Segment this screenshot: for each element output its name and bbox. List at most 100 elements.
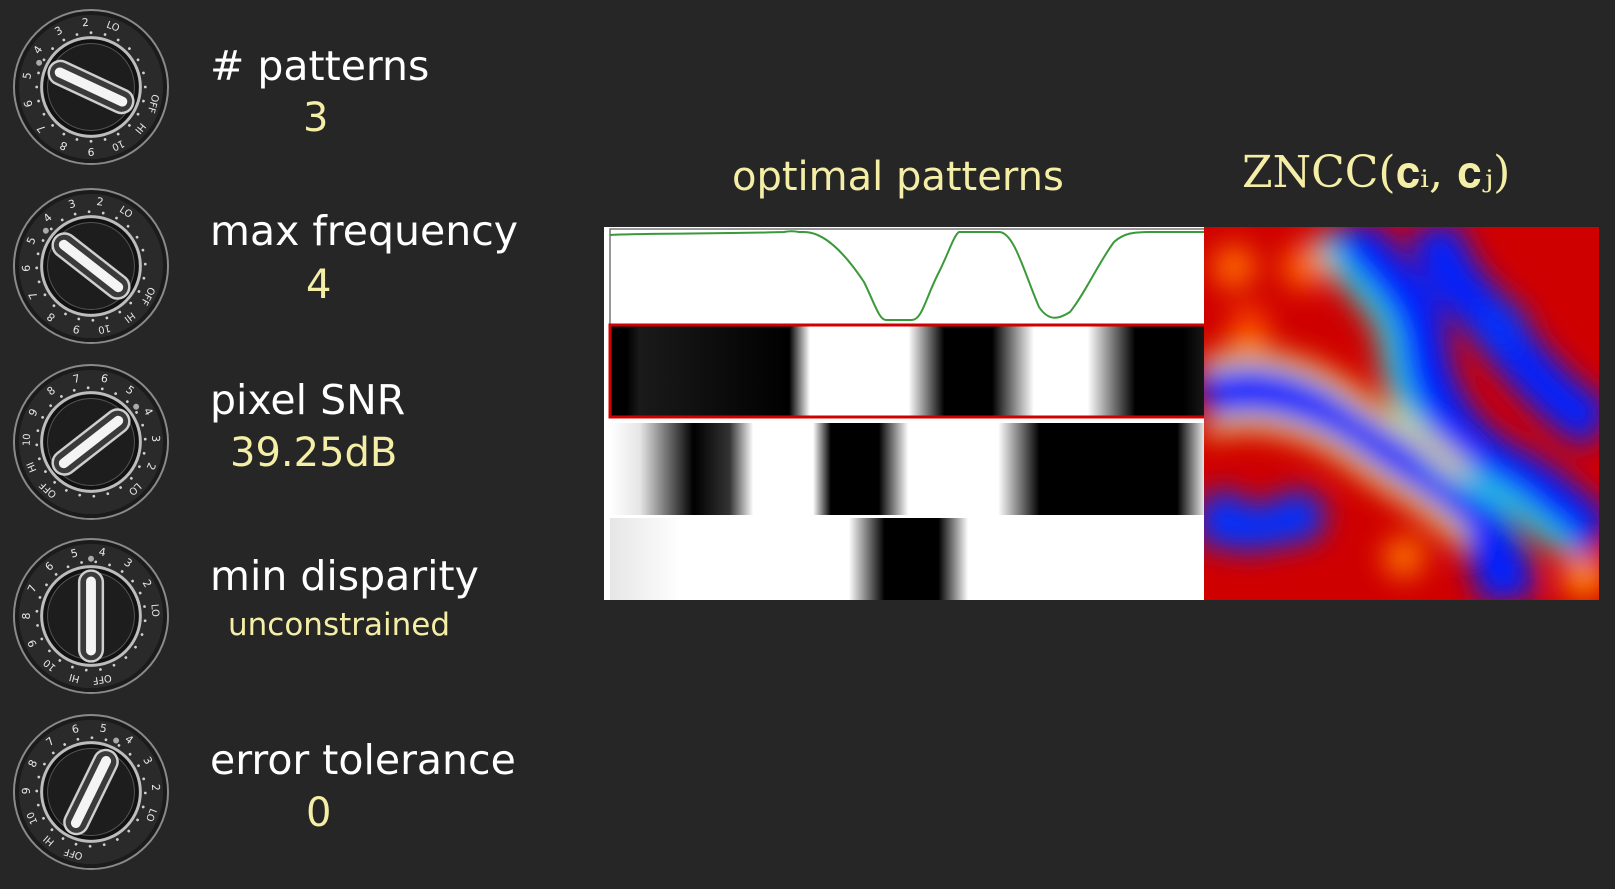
knob-tick: [38, 596, 42, 599]
knob-tick: [115, 838, 119, 841]
knob-tick: [119, 486, 122, 489]
param-label: error tolerance: [210, 736, 516, 784]
knob-grip-highlight: [70, 755, 112, 829]
knob-tick: [141, 248, 145, 252]
knob-mark: 8: [25, 758, 40, 770]
knob-tick: [40, 637, 44, 641]
knob-tick: [114, 392, 118, 395]
knob-tick: [128, 124, 131, 127]
knob-mark: 9: [20, 787, 33, 794]
knob-tick: [62, 38, 66, 42]
knob-mark: LO: [143, 807, 158, 823]
waveform-curve: [609, 230, 1205, 321]
knob-tick: [51, 751, 55, 755]
knob-tick: [51, 47, 54, 50]
knob-tick: [36, 429, 40, 433]
knob-tick: [143, 262, 147, 266]
knob-tick: [124, 656, 128, 659]
knob-mark: 5: [69, 546, 79, 560]
knob-tick: [115, 216, 118, 220]
knob-tick: [89, 139, 93, 143]
knob-tick: [53, 480, 57, 484]
knob-tick: [106, 492, 110, 496]
param-label: # patterns: [210, 42, 430, 90]
pattern-stripe-1: [608, 323, 1209, 419]
knob-grip-highlight: [58, 239, 124, 293]
knob-tick: [137, 290, 141, 293]
knob-tick: [117, 744, 121, 747]
knob-grip-highlight: [86, 576, 96, 656]
waveform-frame: [609, 228, 1206, 328]
param-value: unconstrained: [228, 607, 451, 643]
knob-tick: [41, 239, 45, 242]
knob-tick: [125, 400, 129, 404]
knob-mark: 2: [144, 461, 159, 472]
knob-mark: OFF: [145, 93, 161, 115]
figure-title-patterns: optimal patterns: [732, 154, 1064, 200]
param-value: 39.25dB: [230, 430, 398, 476]
knob-tick: [143, 619, 147, 623]
knob-tick: [92, 494, 96, 498]
knob-min-disparity[interactable]: OFF HI 10 9 8 7 6 5 4 3 2 LO: [12, 537, 170, 695]
knob-tick: [112, 663, 116, 667]
knob-tick: [135, 235, 139, 239]
knob-max-frequency[interactable]: OFF HI 10 9 8 7 6 5 4 3 2 LO: [12, 187, 170, 345]
knob-mark: 6: [20, 264, 33, 271]
knob-tick: [50, 828, 54, 832]
knob-tick: [136, 818, 139, 822]
knob-mark: 5: [20, 71, 34, 80]
knob-mark: LO: [105, 20, 121, 35]
knob-tick: [45, 583, 48, 587]
knob-tick: [41, 415, 44, 419]
knob-tick: [71, 665, 74, 669]
knob-tick: [116, 132, 120, 136]
knob-tick: [90, 736, 94, 740]
knob-mark: 2: [96, 195, 105, 209]
knob-tick: [120, 570, 124, 573]
knob-tick: [43, 293, 47, 297]
knob-mark: 5: [24, 235, 39, 246]
knob-grip: [77, 555, 105, 663]
knob-mark: 3: [149, 435, 162, 443]
knob-mark: LO: [148, 604, 160, 618]
knob-tick: [42, 816, 45, 820]
knob-tick: [142, 71, 145, 75]
knob-mark: 9: [72, 322, 82, 336]
knob-mark: HI: [25, 460, 39, 474]
figure-title-zncc: ZNCC(𝐜ᵢ, 𝐜ⱼ): [1242, 147, 1511, 198]
knob-tick: [35, 789, 39, 793]
knob-error-tolerance[interactable]: OFF HI 10 9 8 7 6 5 4 3 2 LO: [12, 713, 170, 871]
knob-tick: [126, 224, 130, 228]
knob-tick: [80, 561, 83, 564]
knob-no-patterns[interactable]: OFF HI 10 9 8 7 6 5 4 3 2 LO: [12, 8, 170, 166]
param-min-disparity: min disparity unconstrained: [210, 552, 479, 643]
knob-tick: [36, 252, 40, 256]
knob-tick: [138, 465, 141, 469]
knob-tick: [127, 829, 131, 833]
knob-tick: [134, 645, 137, 649]
knob-tick: [35, 85, 39, 89]
zncc-heatmap: [1204, 227, 1599, 600]
knob-tick: [37, 71, 40, 75]
knob-tick: [138, 591, 142, 595]
knob-tick: [43, 762, 46, 766]
knob-pointer: [42, 227, 49, 234]
knob-mark: 10: [25, 810, 40, 826]
knob-tick: [37, 457, 41, 461]
knob-pointer: [133, 403, 140, 410]
knob-mark: 4: [98, 545, 107, 559]
knob-mark: 5: [99, 721, 108, 735]
knob-mark: 7: [25, 583, 40, 595]
param-value: 0: [306, 790, 332, 836]
knob-grip: [63, 737, 120, 836]
knob-tick: [142, 777, 146, 781]
knob-tick: [99, 668, 102, 671]
knob-pixel-snr[interactable]: OFF HI 10 9 8 7 6 5 4 3 2 LO: [12, 363, 170, 521]
knob-mark: 10: [22, 433, 33, 446]
knob-tick: [75, 33, 79, 36]
param-label: pixel SNR: [210, 376, 406, 424]
knob-tick: [74, 842, 78, 846]
